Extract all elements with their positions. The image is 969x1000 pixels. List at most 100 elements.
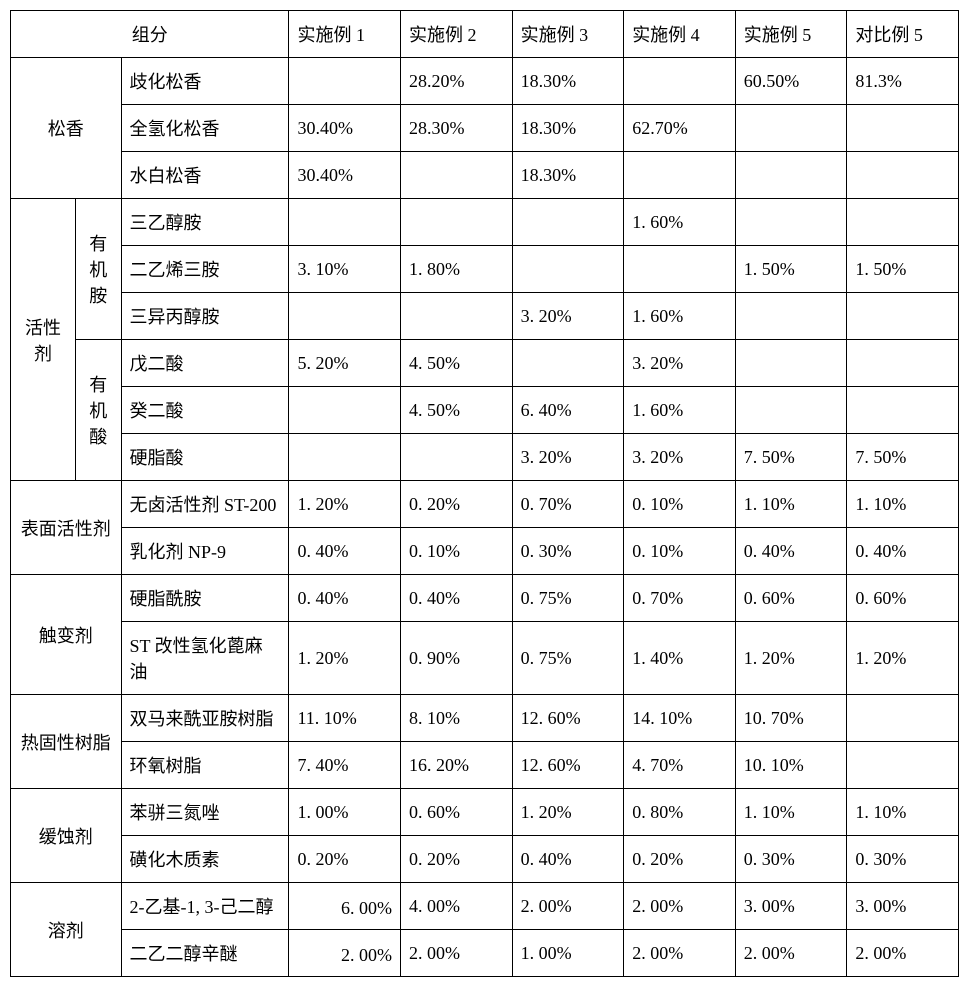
header-ex4: 实施例 4 bbox=[624, 11, 736, 58]
data-cell bbox=[289, 293, 401, 340]
data-cell: 30.40% bbox=[289, 105, 401, 152]
data-cell: 12. 60% bbox=[512, 695, 624, 742]
data-cell bbox=[847, 199, 959, 246]
data-cell: 1. 50% bbox=[735, 246, 847, 293]
data-cell: 3. 10% bbox=[289, 246, 401, 293]
data-cell: 6. 00% bbox=[289, 883, 401, 930]
data-cell: 18.30% bbox=[512, 152, 624, 199]
data-cell: 0. 75% bbox=[512, 622, 624, 695]
data-cell: 0. 60% bbox=[401, 789, 513, 836]
data-cell: 0. 10% bbox=[401, 528, 513, 575]
item-cell: 2-乙基-1, 3-己二醇 bbox=[121, 883, 289, 930]
data-cell: 0. 70% bbox=[512, 481, 624, 528]
data-cell: 28.20% bbox=[401, 58, 513, 105]
data-cell: 1. 60% bbox=[624, 293, 736, 340]
data-cell: 7. 40% bbox=[289, 742, 401, 789]
subgroup-amine: 有机胺 bbox=[76, 199, 122, 340]
data-cell bbox=[401, 434, 513, 481]
data-cell: 2. 00% bbox=[512, 883, 624, 930]
item-cell: 癸二酸 bbox=[121, 387, 289, 434]
data-cell: 0. 40% bbox=[289, 575, 401, 622]
data-cell bbox=[512, 246, 624, 293]
data-cell: 18.30% bbox=[512, 58, 624, 105]
table-row: 触变剂 硬脂酰胺 0. 40% 0. 40% 0. 75% 0. 70% 0. … bbox=[11, 575, 959, 622]
data-cell bbox=[512, 340, 624, 387]
data-cell: 1. 20% bbox=[847, 622, 959, 695]
data-cell: 1. 80% bbox=[401, 246, 513, 293]
data-cell: 3. 20% bbox=[624, 434, 736, 481]
table-row: 乳化剂 NP-9 0. 40% 0. 10% 0. 30% 0. 10% 0. … bbox=[11, 528, 959, 575]
data-cell: 0. 20% bbox=[289, 836, 401, 883]
item-cell: 乳化剂 NP-9 bbox=[121, 528, 289, 575]
data-cell: 1. 10% bbox=[847, 481, 959, 528]
item-cell: 三异丙醇胺 bbox=[121, 293, 289, 340]
data-cell bbox=[289, 434, 401, 481]
data-cell: 1. 20% bbox=[735, 622, 847, 695]
data-cell bbox=[624, 246, 736, 293]
data-cell bbox=[735, 105, 847, 152]
data-cell bbox=[401, 199, 513, 246]
data-cell: 0. 75% bbox=[512, 575, 624, 622]
data-cell: 3. 20% bbox=[512, 434, 624, 481]
header-ex2: 实施例 2 bbox=[401, 11, 513, 58]
item-cell: 戊二酸 bbox=[121, 340, 289, 387]
data-cell: 0. 30% bbox=[512, 528, 624, 575]
data-cell: 11. 10% bbox=[289, 695, 401, 742]
data-cell: 18.30% bbox=[512, 105, 624, 152]
header-component: 组分 bbox=[11, 11, 289, 58]
data-cell bbox=[847, 742, 959, 789]
item-cell: 全氢化松香 bbox=[121, 105, 289, 152]
data-cell: 1. 00% bbox=[289, 789, 401, 836]
item-cell: 苯骈三氮唑 bbox=[121, 789, 289, 836]
data-cell: 3. 20% bbox=[512, 293, 624, 340]
data-cell: 0. 30% bbox=[735, 836, 847, 883]
data-cell: 12. 60% bbox=[512, 742, 624, 789]
data-cell: 1. 60% bbox=[624, 387, 736, 434]
data-cell: 2. 00% bbox=[624, 883, 736, 930]
data-cell: 3. 20% bbox=[624, 340, 736, 387]
data-cell: 0. 40% bbox=[847, 528, 959, 575]
data-cell: 8. 10% bbox=[401, 695, 513, 742]
data-cell: 2. 00% bbox=[847, 930, 959, 977]
data-cell: 4. 50% bbox=[401, 340, 513, 387]
table-row: 热固性树脂 双马来酰亚胺树脂 11. 10% 8. 10% 12. 60% 14… bbox=[11, 695, 959, 742]
item-cell: 歧化松香 bbox=[121, 58, 289, 105]
data-cell: 4. 00% bbox=[401, 883, 513, 930]
data-cell: 0. 80% bbox=[624, 789, 736, 836]
item-cell: 无卤活性剂 ST-200 bbox=[121, 481, 289, 528]
data-cell bbox=[847, 695, 959, 742]
data-cell: 4. 70% bbox=[624, 742, 736, 789]
data-cell: 0. 70% bbox=[624, 575, 736, 622]
data-cell: 1. 00% bbox=[512, 930, 624, 977]
data-cell: 2. 00% bbox=[624, 930, 736, 977]
header-ex5: 实施例 5 bbox=[735, 11, 847, 58]
group-rosin: 松香 bbox=[11, 58, 122, 199]
data-cell: 0. 40% bbox=[512, 836, 624, 883]
data-cell: 7. 50% bbox=[847, 434, 959, 481]
data-cell: 1. 20% bbox=[289, 622, 401, 695]
table-row: 活性剂 有机胺 三乙醇胺 1. 60% bbox=[11, 199, 959, 246]
subgroup-acid: 有机酸 bbox=[76, 340, 122, 481]
data-cell: 0. 10% bbox=[624, 481, 736, 528]
data-cell: 10. 10% bbox=[735, 742, 847, 789]
data-cell: 0. 10% bbox=[624, 528, 736, 575]
data-cell bbox=[847, 152, 959, 199]
item-cell: 硬脂酸 bbox=[121, 434, 289, 481]
composition-table: 组分 实施例 1 实施例 2 实施例 3 实施例 4 实施例 5 对比例 5 松… bbox=[10, 10, 959, 977]
table-row: ST 改性氢化蓖麻油 1. 20% 0. 90% 0. 75% 1. 40% 1… bbox=[11, 622, 959, 695]
data-cell: 0. 30% bbox=[847, 836, 959, 883]
item-cell: 水白松香 bbox=[121, 152, 289, 199]
data-cell: 0. 90% bbox=[401, 622, 513, 695]
header-ex1: 实施例 1 bbox=[289, 11, 401, 58]
data-cell: 4. 50% bbox=[401, 387, 513, 434]
header-ex3: 实施例 3 bbox=[512, 11, 624, 58]
data-cell: 5. 20% bbox=[289, 340, 401, 387]
table-row: 磺化木质素 0. 20% 0. 20% 0. 40% 0. 20% 0. 30%… bbox=[11, 836, 959, 883]
group-corrosion: 缓蚀剂 bbox=[11, 789, 122, 883]
data-cell bbox=[735, 340, 847, 387]
data-cell bbox=[512, 199, 624, 246]
item-cell: 二乙烯三胺 bbox=[121, 246, 289, 293]
data-cell bbox=[735, 152, 847, 199]
table-row: 溶剂 2-乙基-1, 3-己二醇 6. 00% 4. 00% 2. 00% 2.… bbox=[11, 883, 959, 930]
data-cell: 0. 20% bbox=[401, 481, 513, 528]
